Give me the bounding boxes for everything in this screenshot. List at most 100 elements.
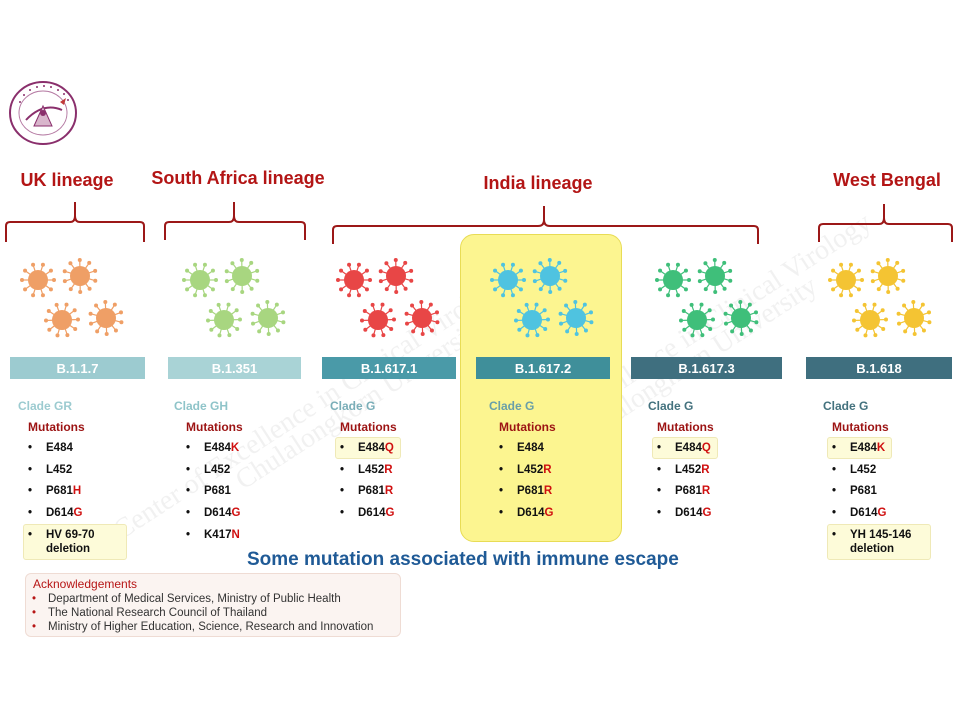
virus-particle xyxy=(206,302,242,338)
mutation-substitution: R xyxy=(543,485,553,497)
mutation-substitution: R xyxy=(701,485,711,497)
mutations-header-b117: Mutations xyxy=(28,420,85,434)
mutations-header-b16172: Mutations xyxy=(499,420,556,434)
virus-particle xyxy=(62,258,98,294)
west-bengal-title: West Bengal xyxy=(833,170,941,190)
mutation-text: P681R xyxy=(358,485,393,497)
bullet: • xyxy=(832,507,837,519)
mutation-item: • P681R xyxy=(657,484,710,498)
mutation-detail: deletion xyxy=(850,543,895,555)
bullet: • xyxy=(499,485,504,497)
variant-bar-b16172: B.1.617.2 xyxy=(476,357,610,379)
mutation-substitution: R xyxy=(543,464,552,476)
mutations-header-b1351: Mutations xyxy=(186,420,243,434)
mutation-position: P681 xyxy=(850,485,877,497)
india-lineage-bracket xyxy=(332,206,759,244)
mutation-item: • L452R xyxy=(499,463,552,477)
mutation-item: • E484Q xyxy=(652,437,718,459)
watermark-text-1: Center of Excellence in Clinical Virolog… xyxy=(108,266,515,546)
mutation-substitution: H xyxy=(72,485,82,497)
mutation-substitution: G xyxy=(385,507,395,519)
immune-escape-note: Some mutation associated with immune esc… xyxy=(247,549,679,570)
mutation-substitution: R xyxy=(384,485,394,497)
bullet: • xyxy=(186,507,191,519)
mutation-substitution: R xyxy=(384,464,393,476)
mutation-text: L452 xyxy=(204,464,230,476)
acknowledgements-box: Acknowledgements • Department of Medical … xyxy=(25,573,401,637)
mutation-position: L452 xyxy=(46,464,73,476)
bullet: • xyxy=(657,507,662,519)
mutation-text: E484Q xyxy=(675,442,711,454)
mutation-text: D614G xyxy=(517,507,553,519)
mutation-position: P681 xyxy=(204,485,231,497)
clade-label-b16172: Clade G xyxy=(489,399,535,413)
mutation-position: E484 xyxy=(850,442,877,454)
mutation-item: • E484K xyxy=(186,441,239,455)
mutation-position: D614 xyxy=(204,507,232,519)
bullet: • xyxy=(340,507,345,519)
south-africa-lineage-title: South Africa lineage xyxy=(151,168,325,188)
mutation-substitution: N xyxy=(231,529,240,541)
clade-label-b117: Clade GR xyxy=(18,399,73,413)
acknowledgements-title: Acknowledgements xyxy=(33,577,138,591)
acknowledgement-text: The National Research Council of Thailan… xyxy=(48,607,268,619)
bullet: • xyxy=(186,529,191,541)
mutation-item: • D614G xyxy=(186,506,240,520)
mutation-item: • E484K xyxy=(827,437,893,459)
bullet: • xyxy=(657,485,662,497)
clade-label-b16171: Clade G xyxy=(330,399,376,413)
virus-cluster-b117 xyxy=(20,258,124,338)
mutation-position: L452 xyxy=(358,464,385,476)
virus-cluster-b16173 xyxy=(655,258,759,338)
mutation-text: E484K xyxy=(204,442,239,454)
mutation-position: E484 xyxy=(675,442,702,454)
mutation-substitution: G xyxy=(877,507,887,519)
bullet: • xyxy=(832,464,837,476)
mutation-substitution: G xyxy=(73,507,83,519)
mutation-item: • D614G xyxy=(832,506,886,520)
mutation-text: K417N xyxy=(204,529,240,541)
bullet: • xyxy=(832,442,837,454)
mutation-text: YH 145-146 deletion xyxy=(850,528,911,556)
clade-label-b16173: Clade G xyxy=(648,399,694,413)
bullet: • xyxy=(28,442,33,454)
bullet: • xyxy=(186,485,191,497)
bullet: • xyxy=(28,464,33,476)
mutation-position: E484 xyxy=(204,442,231,454)
virus-particle xyxy=(870,258,906,294)
virus-particle xyxy=(44,302,80,338)
mutation-text: P681R xyxy=(675,485,710,497)
acknowledgement-item: • Department of Medical Services, Ministr… xyxy=(32,593,341,605)
mutation-position: D614 xyxy=(850,507,878,519)
mutation-position: L452 xyxy=(850,464,877,476)
bullet: • xyxy=(499,442,504,454)
bullet: • xyxy=(28,529,33,541)
mutation-item: • L452 xyxy=(832,463,876,477)
bullet: • xyxy=(657,464,662,476)
variant-bar-b117: B.1.1.7 xyxy=(10,357,145,379)
mutation-item: • K417N xyxy=(186,528,240,542)
acknowledgement-text: Department of Medical Services, Ministry… xyxy=(48,593,341,605)
mutation-text: P681 xyxy=(850,485,877,497)
variant-bar-b16173: B.1.617.3 xyxy=(631,357,782,379)
virus-particle xyxy=(182,262,218,298)
virus-particle xyxy=(852,302,888,338)
uk-lineage-title: UK lineage xyxy=(20,170,114,190)
mutation-item: • L452 xyxy=(186,463,230,477)
mutation-position: D614 xyxy=(517,507,545,519)
variant-bar-b1618: B.1.618 xyxy=(806,357,952,379)
mutation-position: K417 xyxy=(204,529,232,541)
india-lineage-title: India lineage xyxy=(483,173,593,193)
bullet: • xyxy=(340,464,345,476)
mutation-substitution: G xyxy=(544,507,554,519)
mutation-item: • L452 xyxy=(28,463,72,477)
mutation-text: D614G xyxy=(850,507,886,519)
mutation-item: • D614G xyxy=(657,506,711,520)
virus-particle xyxy=(679,302,715,338)
mutation-text: E484K xyxy=(850,442,885,454)
institution-logo xyxy=(9,81,77,145)
mutation-item: • P681 xyxy=(186,484,231,498)
west-bengal-bracket xyxy=(818,204,953,242)
virus-particle xyxy=(697,258,733,294)
virus-particle xyxy=(404,300,440,336)
